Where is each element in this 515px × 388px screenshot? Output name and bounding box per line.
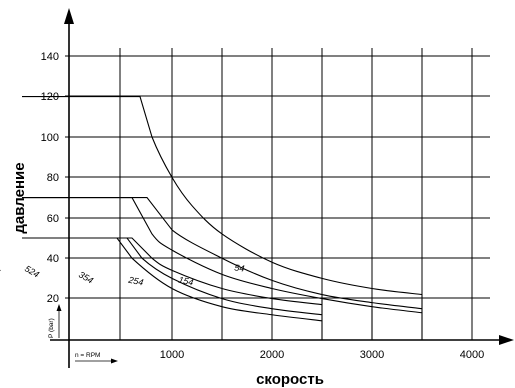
curve-label-154: 154 [178,275,195,288]
y-tick-label: 20 [47,293,59,305]
y-unit-indicator: P (bar) [48,304,62,338]
curve-label-254: 254 [127,274,145,287]
curve-label-354: 354 [77,269,95,285]
curve-label-554: 554 [0,261,2,277]
x-tick-label: 3000 [360,349,384,361]
y-tick-label: 140 [41,51,59,63]
grid-vertical [120,48,472,340]
y-tick-label: 60 [47,213,59,225]
curve-labels: 54 154 254 354 524 554 [0,261,245,287]
curve-label-54: 54 [234,262,245,273]
grid-horizontal [65,56,490,298]
y-unit-label: P (bar) [48,318,55,338]
x-axis-arrowhead [499,335,514,345]
x-axis-title: скорость [256,371,324,388]
y-tick-label: 40 [47,253,59,265]
curve-label-524: 524 [23,263,41,279]
y-axis-arrowhead [64,8,74,24]
x-tick-labels: 1000 2000 3000 4000 [160,349,484,361]
x-unit-label: n = RPM [75,352,100,359]
x-tick-label: 1000 [160,349,184,361]
x-tick-label: 4000 [460,349,484,361]
y-tick-label: 100 [41,132,59,144]
y-tick-labels: 20 40 60 80 100 120 140 [41,51,59,305]
x-tick-label: 2000 [260,349,284,361]
y-tick-label: 80 [47,172,59,184]
x-unit-indicator: n = RPM [75,352,118,364]
